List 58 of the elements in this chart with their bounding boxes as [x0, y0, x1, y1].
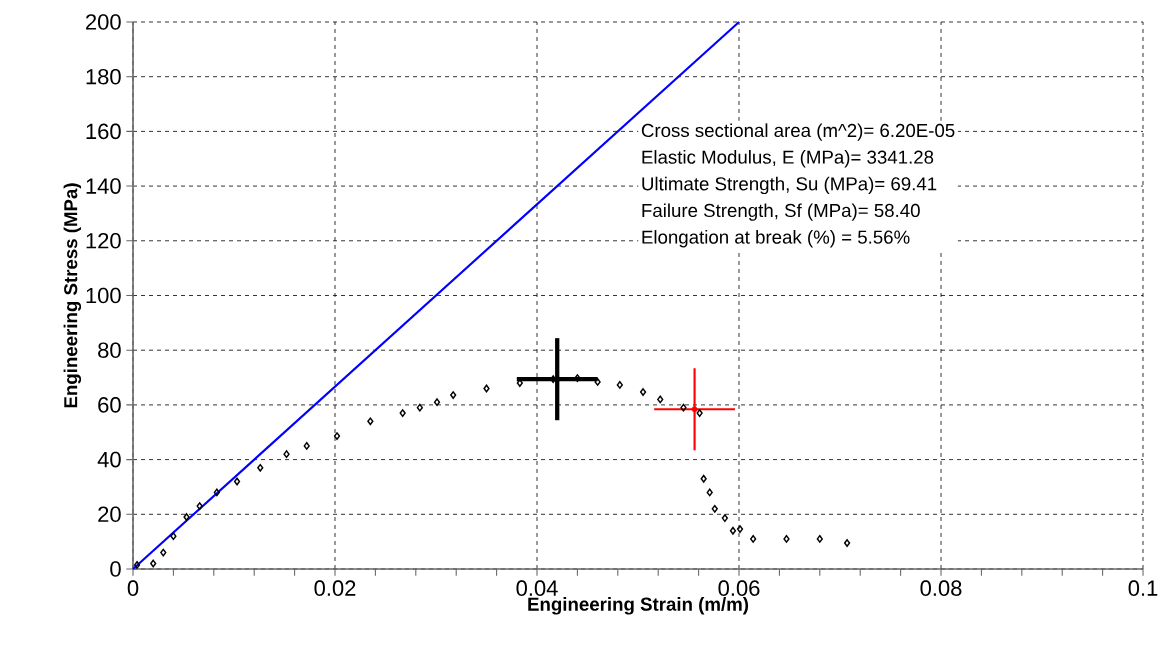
point: [150, 559, 157, 568]
point: [233, 477, 241, 486]
y-axis-title: Engineering Stress (MPa): [63, 183, 82, 408]
point: [700, 474, 707, 483]
point: [416, 403, 423, 412]
annotation: Elastic Modulus, E (MPa)= 3341.28: [642, 150, 934, 168]
point: [170, 532, 177, 541]
y-tick-label: 200: [86, 14, 121, 30]
point: [367, 417, 374, 426]
y-tick-label: 40: [97, 451, 121, 468]
point: [750, 534, 757, 543]
y-tick-label: 0: [110, 561, 121, 577]
y-tick-label: 60: [98, 397, 121, 413]
point: [333, 432, 341, 441]
point: [729, 526, 737, 535]
point: [283, 450, 290, 459]
point: [594, 377, 601, 386]
point: [257, 463, 264, 472]
x-tick-label: 0.1: [1128, 580, 1158, 596]
y-tick-label: 80: [98, 342, 121, 358]
x-tick-label: 0: [127, 580, 139, 596]
point: [816, 534, 823, 543]
annotation: Elongation at break (%) = 5.56%: [642, 230, 910, 248]
x-tick-label: 0.02: [314, 580, 356, 596]
y-tick-label: 180: [86, 68, 121, 85]
point: [783, 534, 790, 543]
y-tick-label: 20: [98, 506, 121, 523]
point: [483, 384, 490, 393]
point: [657, 395, 664, 404]
point: [303, 441, 310, 450]
point: [721, 514, 729, 523]
point: [160, 548, 167, 557]
point: [680, 403, 687, 412]
x-tick-label: 0.04: [516, 580, 558, 596]
point: [736, 525, 744, 534]
point: [399, 409, 406, 418]
point: [616, 380, 623, 389]
annotation: Failure Strength, Sf (MPa)= 58.40: [642, 203, 920, 221]
point: [450, 391, 457, 399]
point: [133, 560, 141, 569]
annotation: Ultimate Strength, Su (MPa)= 69.41: [642, 176, 937, 195]
y-tick-label: 120: [86, 233, 121, 249]
point: [196, 502, 203, 511]
point: [696, 409, 703, 418]
point: [711, 504, 718, 513]
y-tick-label: 140: [86, 178, 121, 194]
y-tick-label: 100: [86, 287, 121, 304]
point: [691, 406, 698, 413]
point: [843, 539, 851, 547]
annotation: Cross sectional area (m^2)= 6.20E-05: [641, 123, 955, 141]
point: [639, 388, 647, 396]
x-axis-title: Engineering Strain (m/m): [528, 597, 749, 615]
x-tick-label: 0.08: [920, 580, 962, 596]
point: [706, 488, 713, 497]
x-tick-label: 0.06: [718, 580, 760, 596]
point: [433, 398, 441, 407]
point: [213, 488, 220, 497]
y-tick-label: 160: [86, 123, 121, 140]
